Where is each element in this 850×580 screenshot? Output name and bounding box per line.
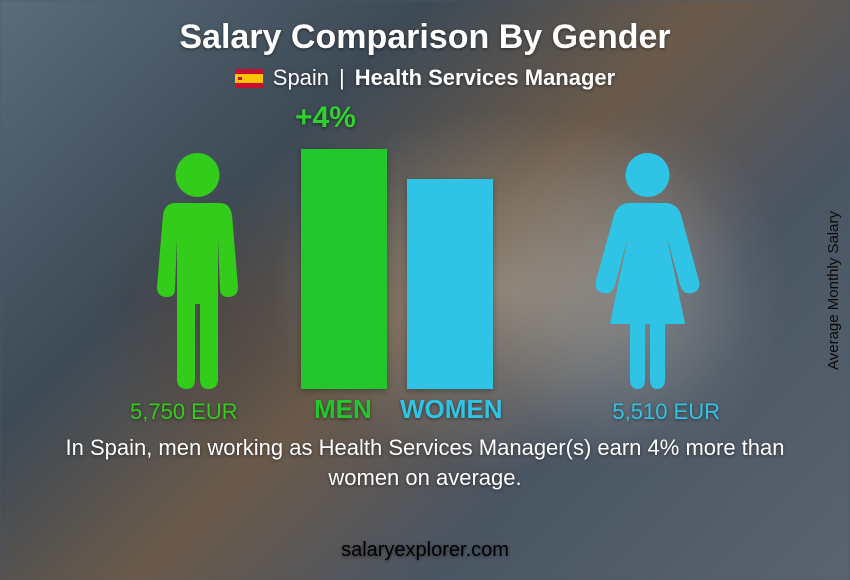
female-bar xyxy=(407,179,493,389)
male-bar xyxy=(301,149,387,389)
women-axis-label: WOMEN xyxy=(400,394,503,425)
female-person-icon xyxy=(590,149,705,389)
percent-difference-label: +4% xyxy=(295,101,356,135)
page-title: Salary Comparison By Gender xyxy=(179,18,670,57)
footer-source: salaryexplorer.com xyxy=(0,539,850,562)
y-axis-label: Average Monthly Salary xyxy=(825,211,842,370)
female-salary-value: 5,510 EUR xyxy=(612,399,720,425)
description-text: In Spain, men working as Health Services… xyxy=(65,433,785,492)
spain-flag-icon xyxy=(235,69,263,88)
male-person-icon xyxy=(145,149,250,389)
subtitle-separator: | xyxy=(339,65,345,91)
role-label: Health Services Manager xyxy=(355,65,615,91)
male-salary-value: 5,750 EUR xyxy=(130,399,238,425)
infographic-content: Salary Comparison By Gender Spain | Heal… xyxy=(0,0,850,580)
men-axis-label: MEN xyxy=(314,394,372,425)
comparison-chart: +4% MEN WOMEN xyxy=(145,101,705,431)
subtitle: Spain | Health Services Manager xyxy=(235,65,615,91)
y-axis-label-wrap: Average Monthly Salary xyxy=(818,0,848,580)
country-label: Spain xyxy=(273,65,329,91)
